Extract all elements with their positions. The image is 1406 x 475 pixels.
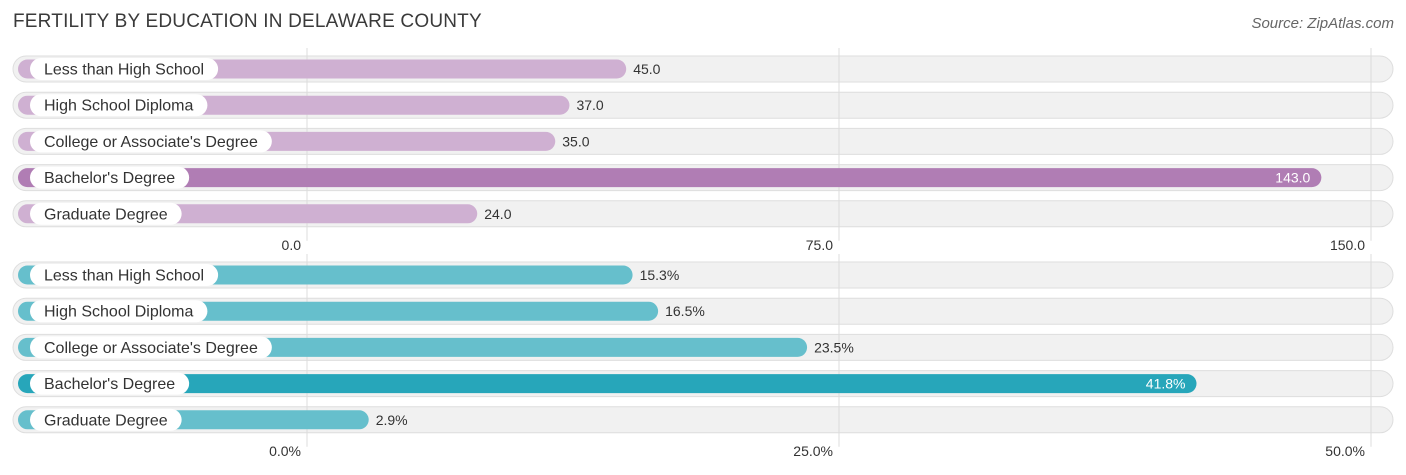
tick-label: 50.0% [1325,443,1365,459]
category-label: College or Associate's Degree [44,134,258,151]
tick-label: 0.0 [282,237,302,253]
value-label: 24.0 [484,206,511,222]
category-label-pill [30,408,182,431]
category-label: Graduate Degree [44,412,168,429]
chart-title: FERTILITY BY EDUCATION IN DELAWARE COUNT… [13,11,482,32]
bar [18,168,1322,188]
category-label: Graduate Degree [44,206,168,223]
category-label: High School Diploma [44,98,194,115]
value-label: 143.0 [1275,170,1310,186]
bar [18,374,1197,394]
category-label-pill [30,130,272,153]
tick-label: 150.0 [1330,237,1365,253]
category-label-pill [30,94,208,117]
category-label: Bachelor's Degree [44,170,175,187]
category-label: Less than High School [44,268,204,285]
category-label: Bachelor's Degree [44,376,175,393]
category-label-pill [30,58,219,80]
tick-label: 0.0% [269,443,301,459]
value-label: 41.8% [1146,376,1186,392]
category-label-pill [30,166,190,189]
category-label: College or Associate's Degree [44,340,258,357]
category-label-pill [30,300,208,323]
value-label: 15.3% [640,267,680,283]
category-label: Less than High School [44,62,204,79]
category-label-pill [30,336,272,359]
value-label: 37.0 [576,97,603,113]
category-label-pill [30,372,190,395]
value-label: 23.5% [814,339,854,355]
value-label: 35.0 [562,133,589,149]
value-label: 16.5% [665,303,705,319]
category-label-pill [30,264,219,286]
value-label: 2.9% [376,412,408,428]
category-label: High School Diploma [44,304,194,321]
category-label-pill [30,202,182,225]
source-note: Source: ZipAtlas.com [1251,15,1394,32]
value-label: 45.0 [633,61,660,77]
tick-label: 75.0 [806,237,833,253]
tick-label: 25.0% [793,443,833,459]
